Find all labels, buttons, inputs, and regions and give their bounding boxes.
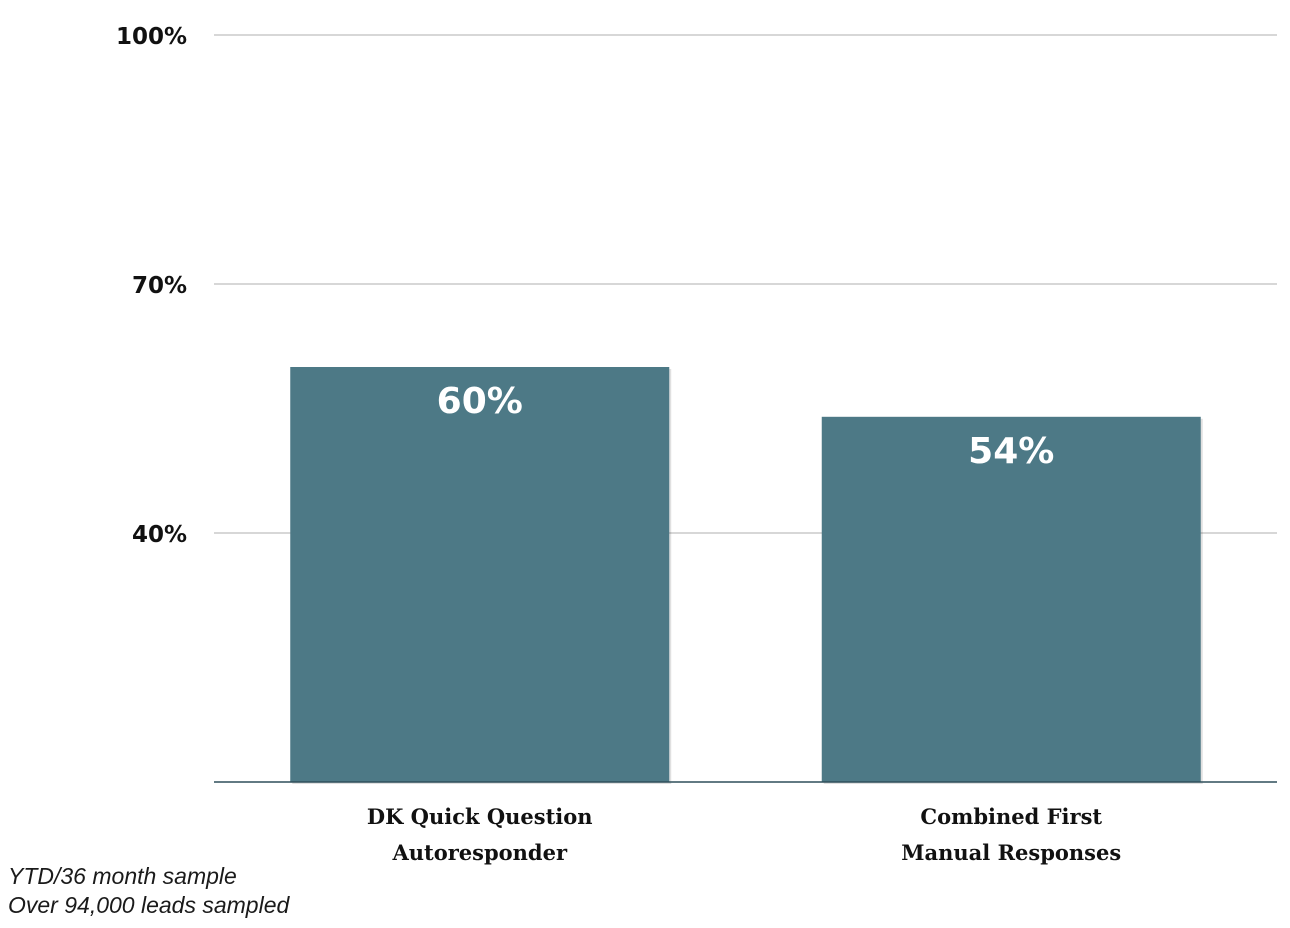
y-tick-label: 40%	[132, 522, 187, 548]
x-category-label: DK Quick Question Autoresponder	[367, 804, 593, 865]
bar	[821, 416, 1201, 782]
sample-note: YTD/36 month sample	[8, 863, 237, 889]
x-axis-categories: DK Quick Question Autoresponder Combined F…	[367, 804, 1121, 865]
y-tick-label: 70%	[132, 273, 187, 299]
data-labels: 60% 54%	[437, 381, 1055, 472]
data-label: 60%	[437, 381, 523, 422]
bars	[290, 367, 1203, 784]
y-axis-ticks: 40% 70% 100%	[116, 24, 187, 548]
leads-note: Over 94,000 leads sampled	[8, 892, 290, 918]
data-label: 54%	[968, 431, 1054, 472]
y-tick-label: 100%	[116, 24, 187, 50]
x-category-label: Combined First Manual Responses	[901, 804, 1121, 865]
bar	[290, 367, 670, 782]
